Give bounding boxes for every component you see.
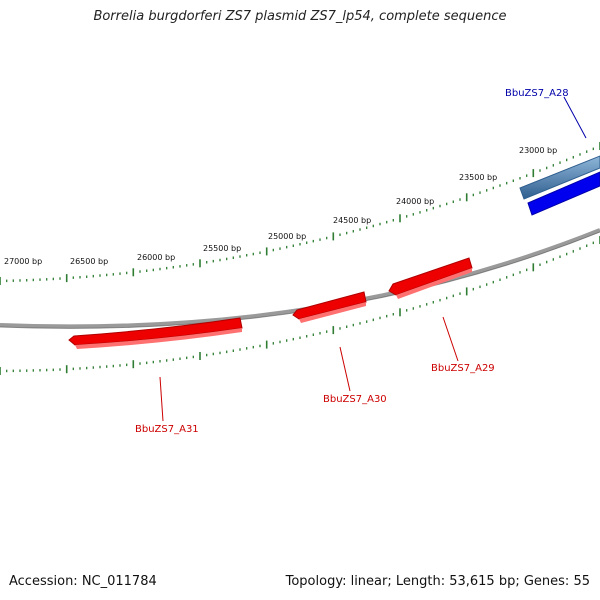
tick-labels: 27000 bp 26500 bp 26000 bp 25500 bp 2500… bbox=[4, 146, 557, 266]
outer-tick-row bbox=[0, 142, 600, 285]
tick-label-26500: 26500 bp bbox=[70, 257, 108, 266]
gene-leader-a30 bbox=[339, 346, 351, 392]
inner-tick-row bbox=[0, 236, 600, 375]
gene-bbuzs7-a31[interactable]: BbuZS7_A31 bbox=[68, 317, 243, 435]
tick-label-25500: 25500 bp bbox=[203, 244, 241, 253]
tick-label-25000: 25000 bp bbox=[268, 232, 306, 241]
gene-leader-a31 bbox=[159, 376, 164, 422]
gene-label-a28: BbuZS7_A28 bbox=[505, 88, 569, 99]
gene-bbuzs7-a28[interactable]: BbuZS7_A28 bbox=[505, 88, 600, 216]
gene-label-a29: BbuZS7_A29 bbox=[431, 363, 495, 374]
gene-label-a31: BbuZS7_A31 bbox=[135, 424, 199, 435]
gene-leader-a28 bbox=[563, 96, 587, 139]
gene-label-a30: BbuZS7_A30 bbox=[323, 394, 387, 405]
map-title: Borrelia burgdorferi ZS7 plasmid ZS7_lp5… bbox=[93, 9, 507, 24]
tick-label-26000: 26000 bp bbox=[137, 253, 175, 262]
tick-label-23500: 23500 bp bbox=[459, 173, 497, 182]
tick-label-23000: 23000 bp bbox=[519, 146, 557, 155]
accession-text: Accession: NC_011784 bbox=[9, 574, 157, 589]
tick-label-24500: 24500 bp bbox=[333, 216, 371, 225]
gene-bbuzs7-a30[interactable]: BbuZS7_A30 bbox=[292, 291, 387, 405]
gene-leader-a29 bbox=[442, 316, 459, 362]
topology-summary: Topology: linear; Length: 53,615 bp; Gen… bbox=[285, 574, 590, 589]
tick-label-27000: 27000 bp bbox=[4, 257, 42, 266]
tick-label-24000: 24000 bp bbox=[396, 197, 434, 206]
gene-bbuzs7-a29[interactable]: BbuZS7_A29 bbox=[388, 257, 495, 374]
